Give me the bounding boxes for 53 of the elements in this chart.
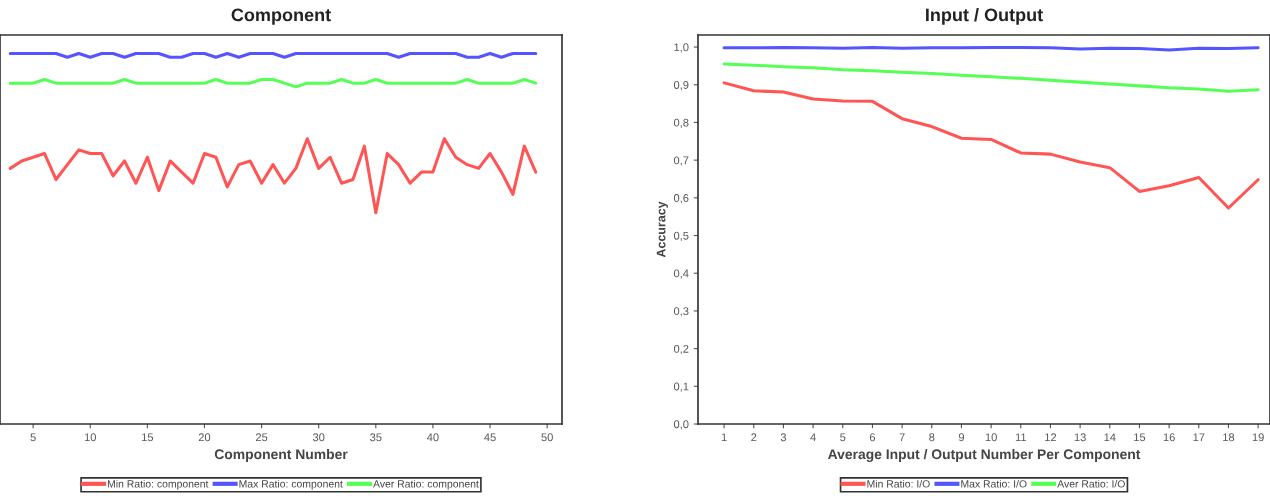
legend-label: Min Ratio: I/O	[867, 479, 930, 488]
legend-label: Max Ratio: component	[239, 479, 343, 490]
x-tick-label: 30	[312, 433, 325, 442]
x-tick-label: 1	[721, 433, 727, 442]
x-tick-label: 6	[869, 433, 876, 442]
y-tick-label: 0,9	[673, 81, 689, 91]
x-tick-label: 17	[1193, 433, 1205, 442]
x-tick-label: 8	[929, 433, 935, 442]
x-tick-label: 18	[1223, 433, 1235, 442]
x-tick-label: 15	[142, 433, 154, 442]
y-tick-label: 1,0	[674, 43, 689, 53]
chart-title: Component	[231, 8, 331, 25]
legend-label: Max Ratio: I/O	[961, 479, 1027, 488]
x-tick-label: 14	[1104, 433, 1116, 442]
legend-label: Min Ratio: component	[107, 479, 209, 490]
x-tick-label: 11	[1015, 433, 1027, 442]
legend-label: Aver Ratio: component	[373, 479, 479, 490]
y-tick-label: 0,0	[673, 420, 689, 430]
x-tick-label: 10	[84, 433, 96, 442]
legend-label: Aver Ratio: I/O	[1057, 479, 1125, 488]
y-axis-title: Accuracy	[656, 201, 668, 258]
x-tick-label: 45	[484, 433, 496, 442]
x-tick-label: 15	[1134, 433, 1146, 442]
x-tick-label: 3	[780, 433, 787, 442]
line-series	[722, 62, 1260, 93]
x-tick-label: 19	[1252, 433, 1264, 442]
y-tick-label: 0,8	[673, 118, 689, 128]
x-tick-label: 35	[370, 433, 382, 442]
x-tick-label: 5	[840, 433, 846, 442]
x-tick-label: 12	[1045, 433, 1057, 442]
x-tick-label: 2	[751, 433, 757, 442]
chart-title: Input / Output	[926, 8, 1043, 25]
x-axis-title: Component Number	[214, 448, 348, 462]
x-tick-label: 50	[541, 433, 553, 442]
y-tick-label: 0,5	[673, 231, 689, 241]
x-tick-label: 7	[899, 433, 905, 442]
x-tick-label: 5	[30, 433, 36, 442]
y-tick-label: 0,7	[673, 156, 689, 166]
x-tick-label: 9	[958, 433, 965, 442]
x-tick-label: 20	[198, 433, 211, 442]
y-tick-label: 0,6	[673, 194, 689, 204]
y-tick-label: 0,3	[673, 307, 689, 317]
y-tick-label: 0,2	[673, 344, 689, 355]
x-tick-label: 13	[1074, 433, 1086, 442]
x-tick-label: 4	[810, 433, 816, 442]
x-tick-label: 25	[255, 433, 268, 442]
x-tick-label: 10	[985, 433, 997, 442]
x-axis-title: Average Input / Output Number Per Component	[827, 448, 1141, 462]
y-tick-label: 0,4	[673, 269, 689, 279]
y-tick-label: 0,1	[673, 382, 689, 392]
x-tick-label: 40	[427, 433, 439, 442]
x-tick-label: 16	[1163, 433, 1175, 442]
line-series	[722, 81, 1260, 210]
